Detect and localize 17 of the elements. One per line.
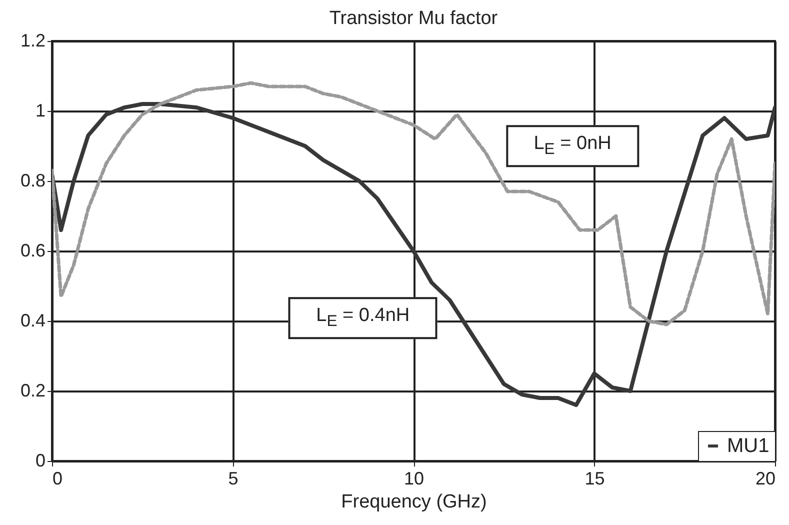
y-tick-label: 1 [35,100,46,120]
y-tick-label: 0.6 [20,240,46,260]
annotation: L$_{E}$ = 0.4nH [288,297,438,340]
x-tick-label: 20 [755,468,776,488]
annotation: L$_{E}$ = 0nH [506,125,640,167]
legend-label: MU1 [727,435,770,457]
x-axis-title: Frequency (GHz) [341,492,487,512]
y-tick-label: 1.2 [20,30,46,50]
chart-title: Transistor Mu factor [329,8,498,29]
y-tick-label: 0.8 [20,170,46,190]
y-tick-label: 0.2 [20,380,46,400]
x-tick-label: 10 [404,468,424,488]
x-tick-label: 0 [52,468,63,488]
y-tick-label: 0.4 [20,310,46,330]
y-tick-label: 0 [35,450,46,470]
x-tick-label: 15 [584,468,605,488]
x-tick-label: 5 [228,468,238,488]
